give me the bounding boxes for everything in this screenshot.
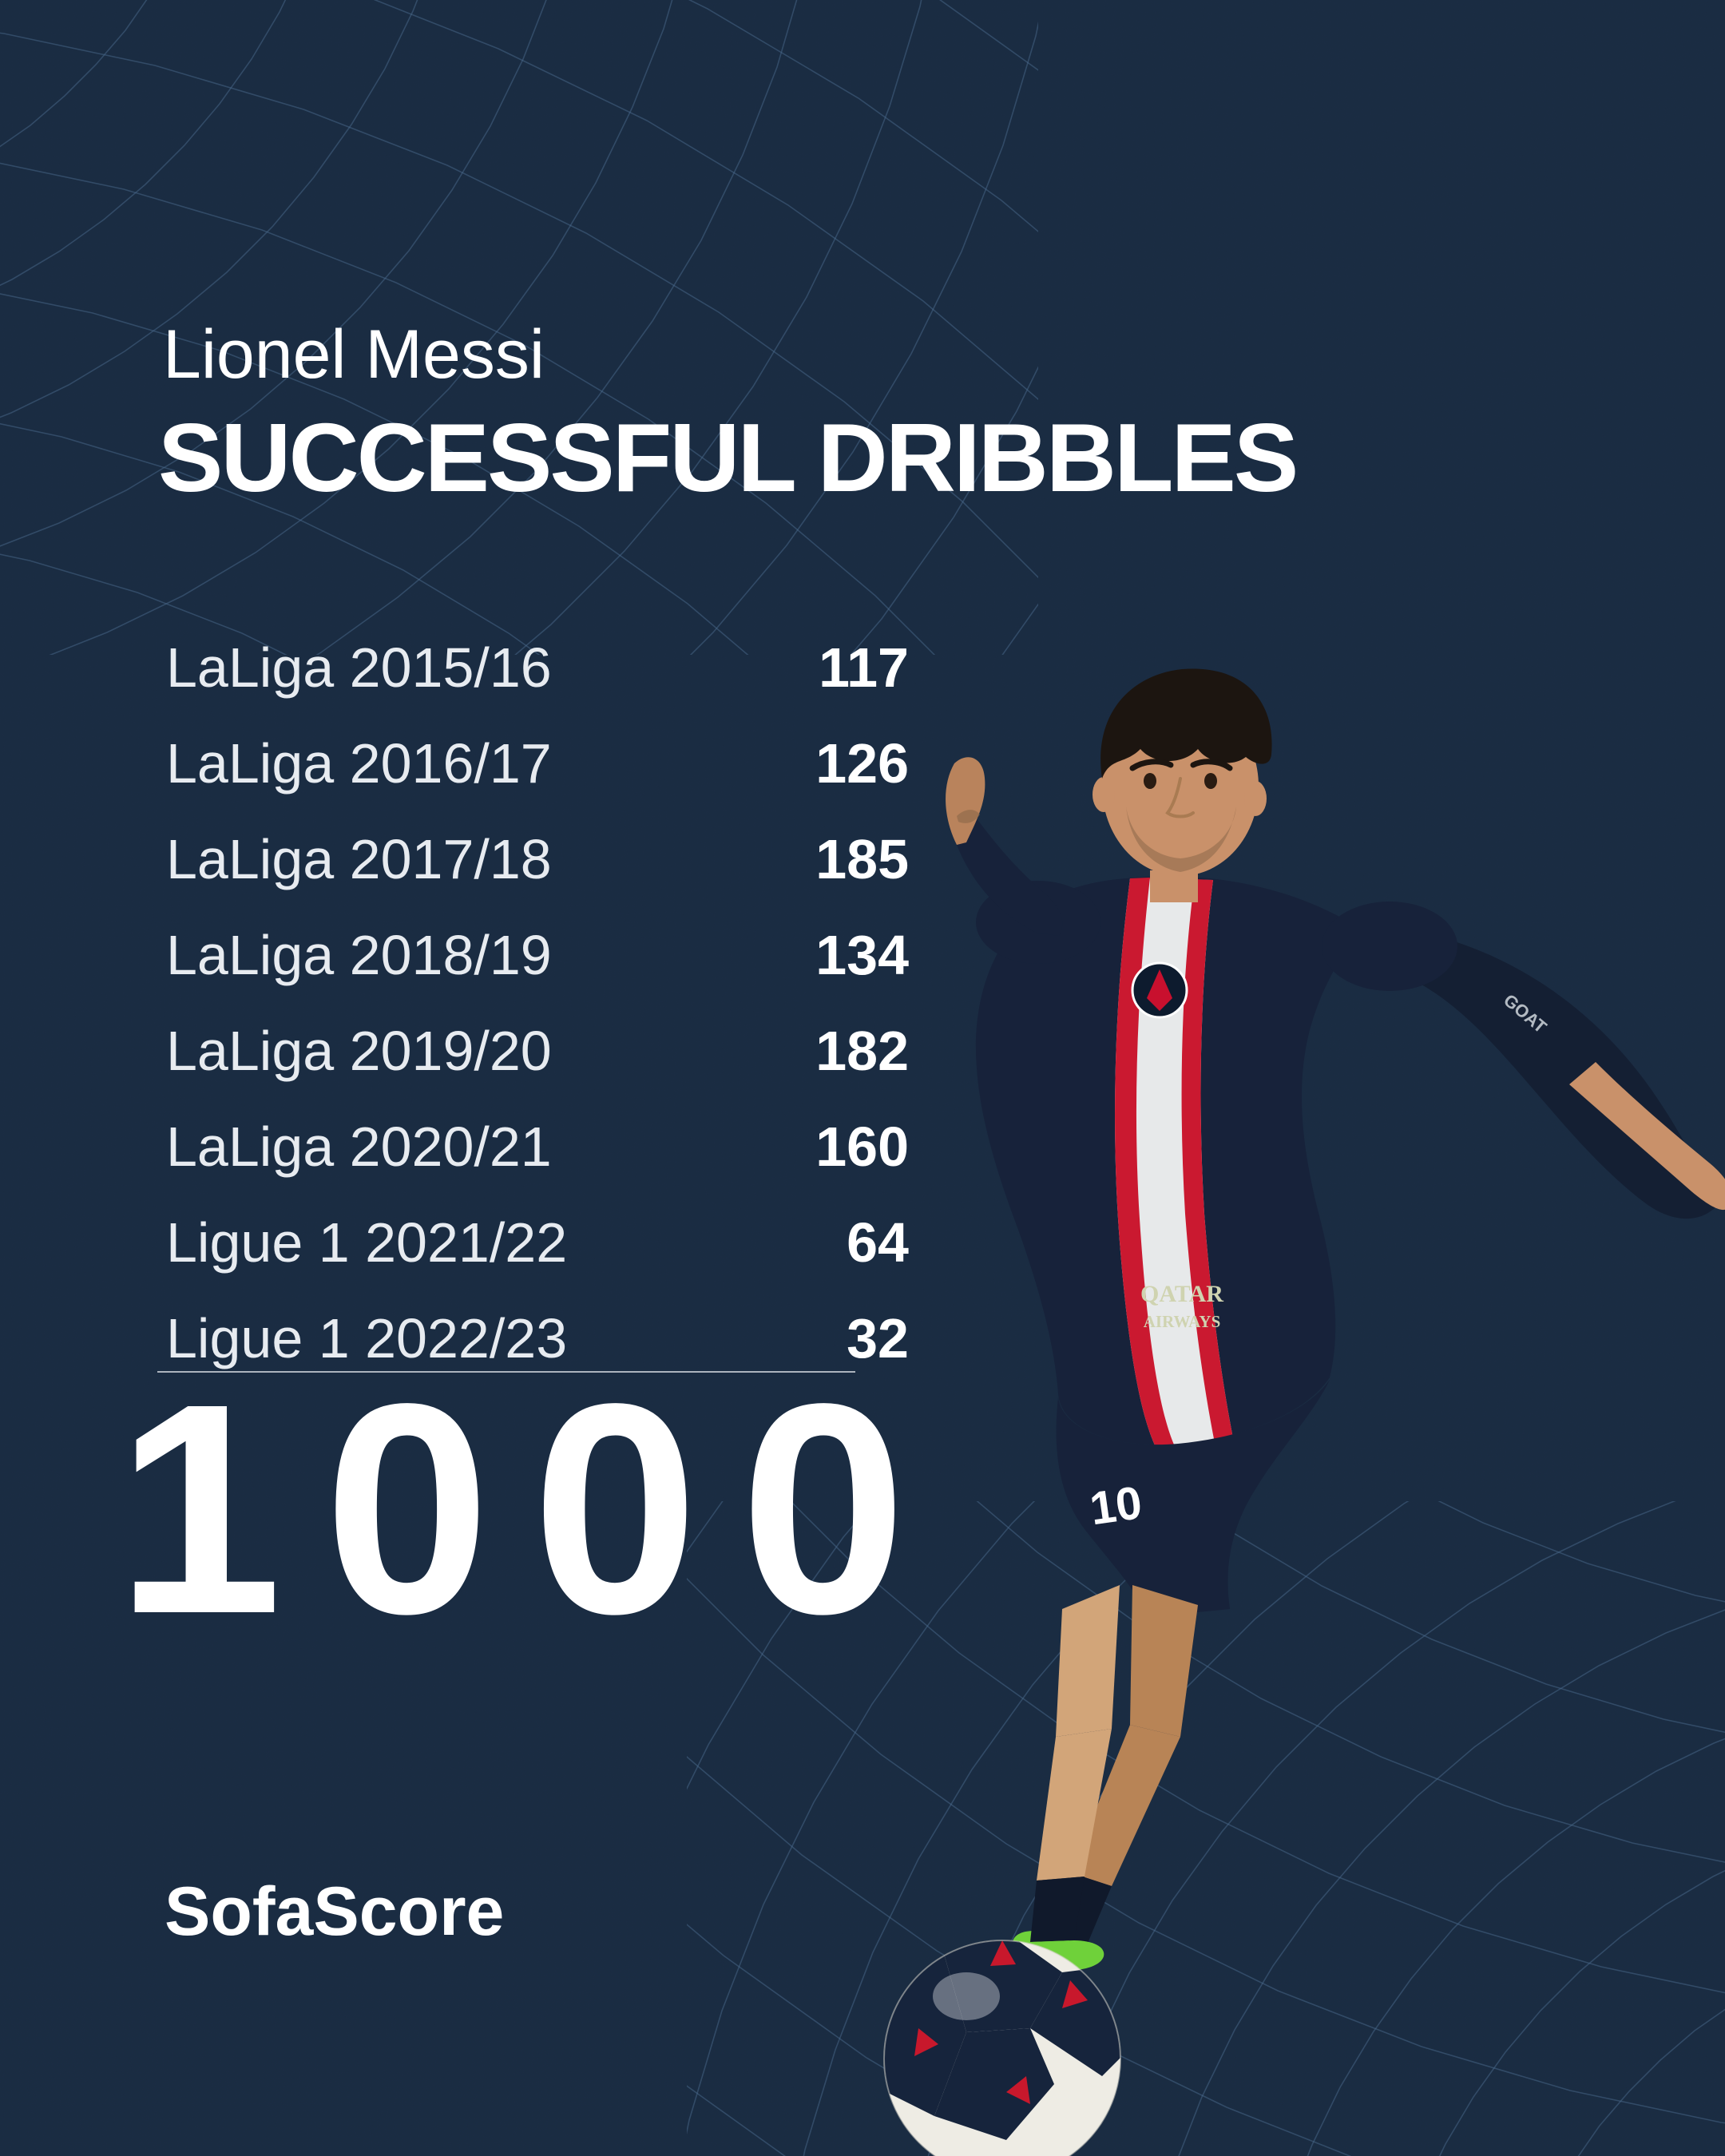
svg-text:10: 10 bbox=[1087, 1476, 1145, 1535]
svg-text:QATAR: QATAR bbox=[1140, 1281, 1223, 1307]
svg-text:AIRWAYS: AIRWAYS bbox=[1144, 1312, 1221, 1331]
